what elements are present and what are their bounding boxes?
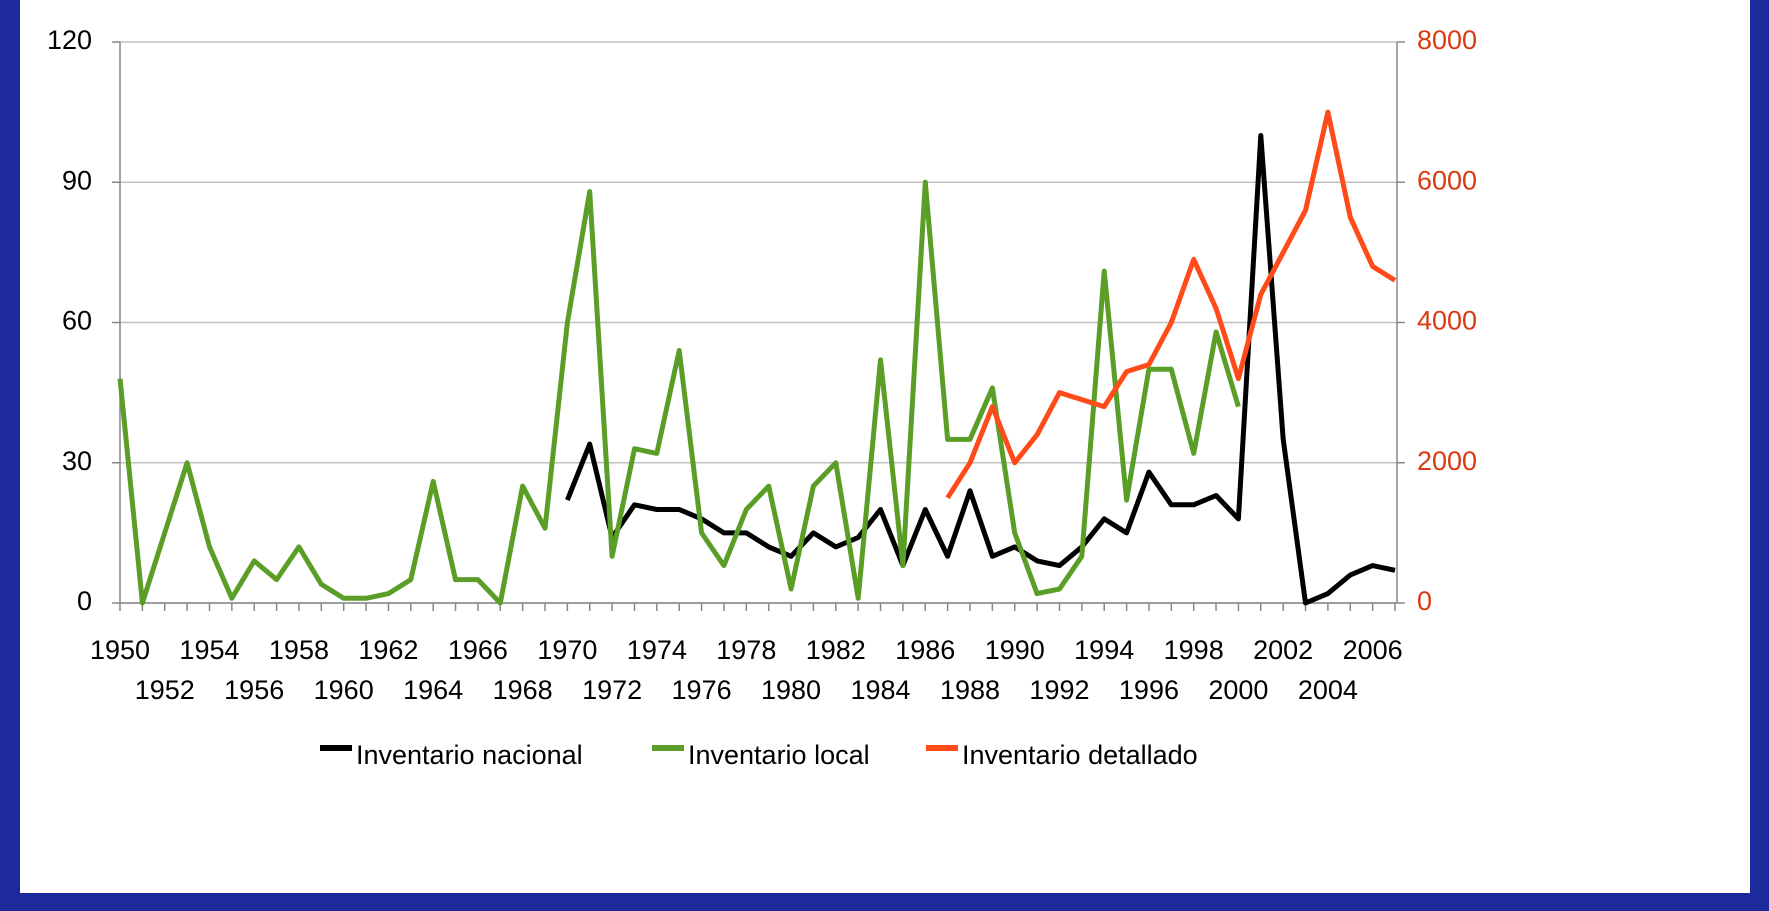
x-tick-label: 1950 (90, 635, 150, 665)
x-tick-label: 1958 (269, 635, 329, 665)
x-tick-label: 2000 (1208, 675, 1268, 705)
y2-tick-label: 0 (1417, 586, 1432, 616)
x-tick-label: 2004 (1298, 675, 1358, 705)
x-tick-label: 1976 (672, 675, 732, 705)
x-tick-label: 1964 (403, 675, 463, 705)
x-tick-label: 1986 (895, 635, 955, 665)
x-tick-label: 1966 (448, 635, 508, 665)
series-line (565, 133, 1396, 606)
y2-tick-label: 6000 (1417, 165, 1477, 195)
x-tick-label: 1982 (806, 635, 866, 665)
x-tick-label: 1952 (135, 675, 195, 705)
x-tick-label: 1962 (358, 635, 418, 665)
x-tick-label: 1970 (537, 635, 597, 665)
y-tick-label: 0 (77, 586, 92, 616)
x-tick-label: 1956 (224, 675, 284, 705)
y-tick-label: 90 (62, 165, 92, 195)
y2-tick-label: 4000 (1417, 306, 1477, 336)
x-tick-label: 1994 (1074, 635, 1134, 665)
legend-label: Inventario nacional (356, 740, 583, 770)
legend-label: Inventario local (688, 740, 870, 770)
y2-tick-label: 2000 (1417, 446, 1477, 476)
y-tick-label: 60 (62, 306, 92, 336)
y2-tick-label: 8000 (1417, 25, 1477, 55)
x-tick-label: 2002 (1253, 635, 1313, 665)
background (20, 0, 1750, 893)
x-tick-label: 1990 (985, 635, 1045, 665)
x-tick-label: 1980 (761, 675, 821, 705)
x-tick-label: 1972 (582, 675, 642, 705)
x-tick-label: 1974 (627, 635, 687, 665)
x-tick-label: 1988 (940, 675, 1000, 705)
legend-label: Inventario detallado (962, 740, 1198, 770)
x-tick-label: 2006 (1343, 635, 1403, 665)
y-tick-label: 30 (62, 446, 92, 476)
series-line (945, 109, 1397, 500)
x-tick-label: 1984 (850, 675, 910, 705)
x-tick-label: 1996 (1119, 675, 1179, 705)
series-line (117, 179, 1241, 606)
x-tick-label: 1998 (1164, 635, 1224, 665)
x-tick-label: 1960 (314, 675, 374, 705)
x-tick-label: 1954 (179, 635, 239, 665)
y-tick-label: 120 (47, 25, 92, 55)
x-tick-label: 1978 (716, 635, 776, 665)
x-tick-label: 1968 (493, 675, 553, 705)
x-tick-label: 1992 (1029, 675, 1089, 705)
